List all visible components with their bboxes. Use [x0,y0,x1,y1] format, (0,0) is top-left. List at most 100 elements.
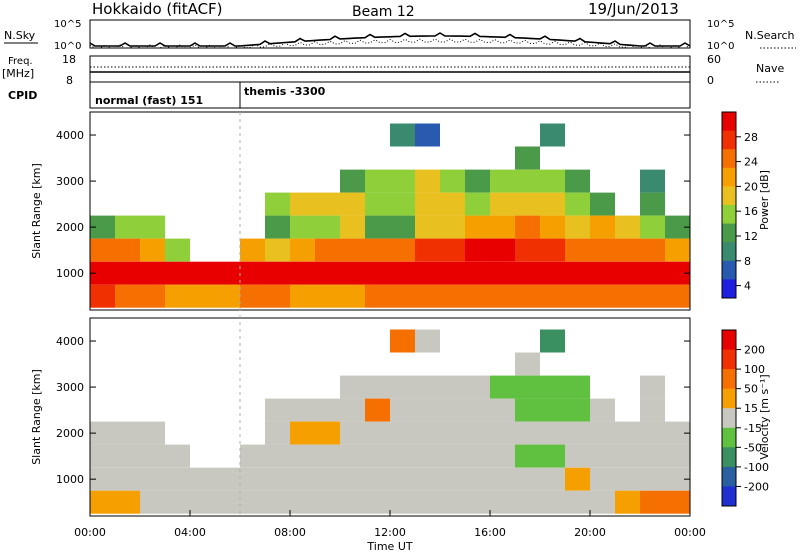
power-panel-frame [89,111,691,311]
heatmap-cell [590,444,615,468]
heatmap-cell [390,421,415,445]
heatmap-cell [140,490,165,514]
heatmap-cell [640,238,665,262]
heatmap-cell [440,467,465,491]
heatmap-cell [640,398,665,422]
heatmap-cell [390,398,415,422]
heatmap-cell [440,261,465,285]
power-colorbar-label: Power [dB] [758,170,771,230]
heatmap-cell [315,215,340,239]
heatmap-cell [115,261,140,285]
heatmap-cell [315,467,340,491]
heatmap-cell [390,329,415,353]
colorbar-swatch [722,112,736,132]
cpid-label: CPID [8,89,37,102]
heatmap-cell [615,238,640,262]
heatmap-cell [665,215,690,239]
heatmap-cell [565,192,590,216]
heatmap-cell [90,284,115,308]
x-tick-label: 16:00 [474,526,506,539]
y-tick-label: 2000 [56,427,84,440]
heatmap-cell [315,192,340,216]
noise-right-label: N.Search [745,29,795,42]
heatmap-cell [315,490,340,514]
heatmap-cell [565,375,590,399]
heatmap-cell [265,284,290,308]
heatmap-cell [565,421,590,445]
noise-left-tick-top: 10^5 [54,19,81,30]
heatmap-cell [115,284,140,308]
freq-left-label-1: Freq. [8,56,33,67]
heatmap-cell [190,284,215,308]
heatmap-cell [590,215,615,239]
heatmap-cell [465,398,490,422]
y-tick-label: 4000 [56,129,84,142]
heatmap-cell [515,238,540,262]
heatmap-cell [265,467,290,491]
heatmap-cell [390,284,415,308]
heatmap-cell [190,490,215,514]
colorbar-swatch [722,486,736,507]
freq-panel: Freq. [MHz] 18 8 60 0 Nave [2,53,784,87]
heatmap-cell [115,215,140,239]
heatmap-cell [165,444,190,468]
heatmap-cell [465,284,490,308]
heatmap-cell [615,490,640,514]
heatmap-cell [590,261,615,285]
heatmap-cell [240,444,265,468]
heatmap-cell [565,284,590,308]
heatmap-cell [440,169,465,193]
heatmap-cell [565,398,590,422]
heatmap-cell [540,421,565,445]
colorbar-swatch [722,349,736,370]
heatmap-cell [340,238,365,262]
colorbar-swatch [722,447,736,468]
heatmap-cell [415,421,440,445]
freq-panel-frame [89,55,691,83]
heatmap-cell [665,444,690,468]
heatmap-cell [440,421,465,445]
heatmap-cell [365,375,390,399]
x-tick-label: 20:00 [574,526,606,539]
heatmap-cell [340,192,365,216]
heatmap-cell [390,444,415,468]
colorbar-swatch [722,130,736,150]
heatmap-cell [515,192,540,216]
heatmap-cell [290,444,315,468]
velocity-y-ticks: 1000 2000 3000 4000 [56,335,690,486]
heatmap-cell [615,444,640,468]
heatmap-cell [165,238,190,262]
heatmap-cell [565,169,590,193]
heatmap-cell [90,421,115,445]
colorbar-tick-label: -100 [744,461,769,474]
y-tick-label: 2000 [56,221,84,234]
time-xlabel: Time UT [366,540,412,553]
heatmap-cell [315,261,340,285]
heatmap-cell [365,169,390,193]
heatmap-cell [415,444,440,468]
freq-right-tick-top: 60 [707,53,721,66]
beam-title: Beam 12 [352,4,415,20]
heatmap-cell [340,215,365,239]
heatmap-cell [90,490,115,514]
colorbar-swatch [722,149,736,169]
heatmap-cell [140,238,165,262]
heatmap-cell [340,490,365,514]
heatmap-cell [90,215,115,239]
heatmap-cell [365,421,390,445]
heatmap-cell [90,238,115,262]
heatmap-cell [390,490,415,514]
heatmap-cell [615,467,640,491]
heatmap-cell [515,352,540,376]
heatmap-cell [665,261,690,285]
heatmap-cell [615,421,640,445]
heatmap-cell [415,238,440,262]
heatmap-cell [415,261,440,285]
heatmap-cell [290,490,315,514]
heatmap-cell [490,169,515,193]
y-tick-label: 3000 [56,175,84,188]
freq-right-label: Nave [756,62,784,75]
colorbar-tick-label: 100 [744,363,765,376]
colorbar-frame [721,329,737,507]
heatmap-cell [515,375,540,399]
